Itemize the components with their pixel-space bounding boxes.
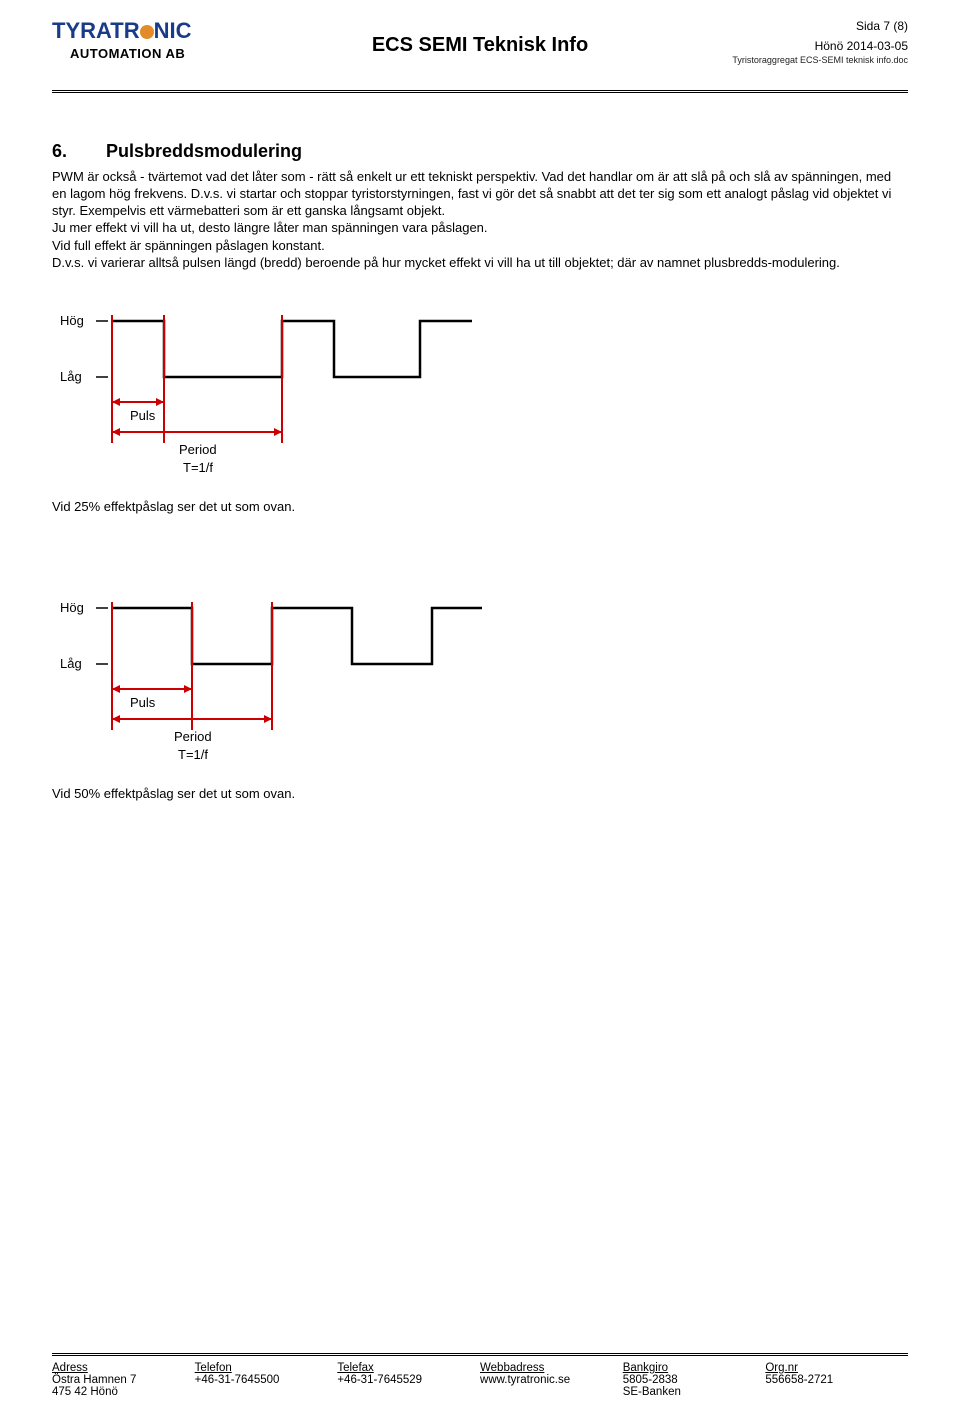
- footer-cell: SE-Banken: [623, 1386, 766, 1398]
- footer-header-row: Adress Telefon Telefax Webbadress Bankgi…: [52, 1362, 908, 1374]
- figure-25pct: Hög Låg Puls Period T=1/f Vid 25% effektpåsl…: [52, 297, 908, 514]
- svg-text:Hög: Hög: [60, 600, 84, 615]
- page-header: TYRATRNIC AUTOMATION AB ECS SEMI Teknisk…: [52, 18, 908, 90]
- header-rule: [52, 90, 908, 93]
- svg-text:Låg: Låg: [60, 656, 82, 671]
- section-number: 6.: [52, 141, 76, 162]
- pwm-diagram-25: Hög Låg Puls Period T=1/f: [52, 297, 512, 497]
- footer-col-header: Org.nr: [765, 1362, 908, 1374]
- footer-col-header: Telefax: [337, 1362, 480, 1374]
- svg-text:T=1/f: T=1/f: [178, 747, 208, 762]
- header-meta: Sida 7 (8) Hönö 2014-03-05 Tyristoraggre…: [732, 18, 908, 67]
- figure-caption: Vid 50% effektpåslag ser det ut som ovan…: [52, 786, 908, 801]
- svg-text:Period: Period: [174, 729, 212, 744]
- footer-cell: 5805-2838: [623, 1374, 766, 1386]
- svg-text:Hög: Hög: [60, 313, 84, 328]
- page-number: Sida 7 (8): [732, 18, 908, 34]
- footer-col-header: Adress: [52, 1362, 195, 1374]
- svg-text:Puls: Puls: [130, 408, 156, 423]
- section-heading: 6. Pulsbreddsmodulering: [52, 141, 908, 162]
- footer-table: Adress Telefon Telefax Webbadress Bankgi…: [52, 1362, 908, 1398]
- footer-cell: 556658-2721: [765, 1374, 908, 1386]
- footer-cell: [765, 1386, 908, 1398]
- svg-text:Låg: Låg: [60, 369, 82, 384]
- svg-text:T=1/f: T=1/f: [183, 460, 213, 475]
- footer-row: Östra Hamnen 7 +46-31-7645500 +46-31-764…: [52, 1374, 908, 1386]
- footer-cell: +46-31-7645500: [195, 1374, 338, 1386]
- figure-50pct: Hög Låg Puls Period T=1/f Vid 50% effektpåsl…: [52, 584, 908, 801]
- footer-rule: [52, 1353, 908, 1356]
- section-body: PWM är också - tvärtemot vad det låter s…: [52, 168, 908, 271]
- page-footer: Adress Telefon Telefax Webbadress Bankgi…: [52, 1353, 908, 1398]
- footer-cell: [337, 1386, 480, 1398]
- pwm-diagram-50: Hög Låg Puls Period T=1/f: [52, 584, 512, 784]
- figure-caption: Vid 25% effektpåslag ser det ut som ovan…: [52, 499, 908, 514]
- svg-text:Puls: Puls: [130, 695, 156, 710]
- footer-row: 475 42 Hönö SE-Banken: [52, 1386, 908, 1398]
- footer-col-header: Telefon: [195, 1362, 338, 1374]
- footer-cell: [480, 1386, 623, 1398]
- footer-cell: [195, 1386, 338, 1398]
- paragraph: PWM är också - tvärtemot vad det låter s…: [52, 168, 908, 219]
- paragraph: Vid full effekt är spänningen påslagen k…: [52, 237, 908, 254]
- footer-cell: 475 42 Hönö: [52, 1386, 195, 1398]
- footer-col-header: Bankgiro: [623, 1362, 766, 1374]
- footer-col-header: Webbadress: [480, 1362, 623, 1374]
- footer-cell: +46-31-7645529: [337, 1374, 480, 1386]
- section-title: Pulsbreddsmodulering: [106, 141, 302, 162]
- paragraph: D.v.s. vi varierar alltså pulsen längd (…: [52, 254, 908, 271]
- content: 6. Pulsbreddsmodulering PWM är också - t…: [52, 141, 908, 801]
- footer-cell: Östra Hamnen 7: [52, 1374, 195, 1386]
- header-date: Hönö 2014-03-05: [732, 38, 908, 54]
- header-docref: Tyristoraggregat ECS-SEMI teknisk info.d…: [732, 54, 908, 66]
- svg-text:Period: Period: [179, 442, 217, 457]
- footer-cell: www.tyratronic.se: [480, 1374, 623, 1386]
- paragraph: Ju mer effekt vi vill ha ut, desto längr…: [52, 219, 908, 236]
